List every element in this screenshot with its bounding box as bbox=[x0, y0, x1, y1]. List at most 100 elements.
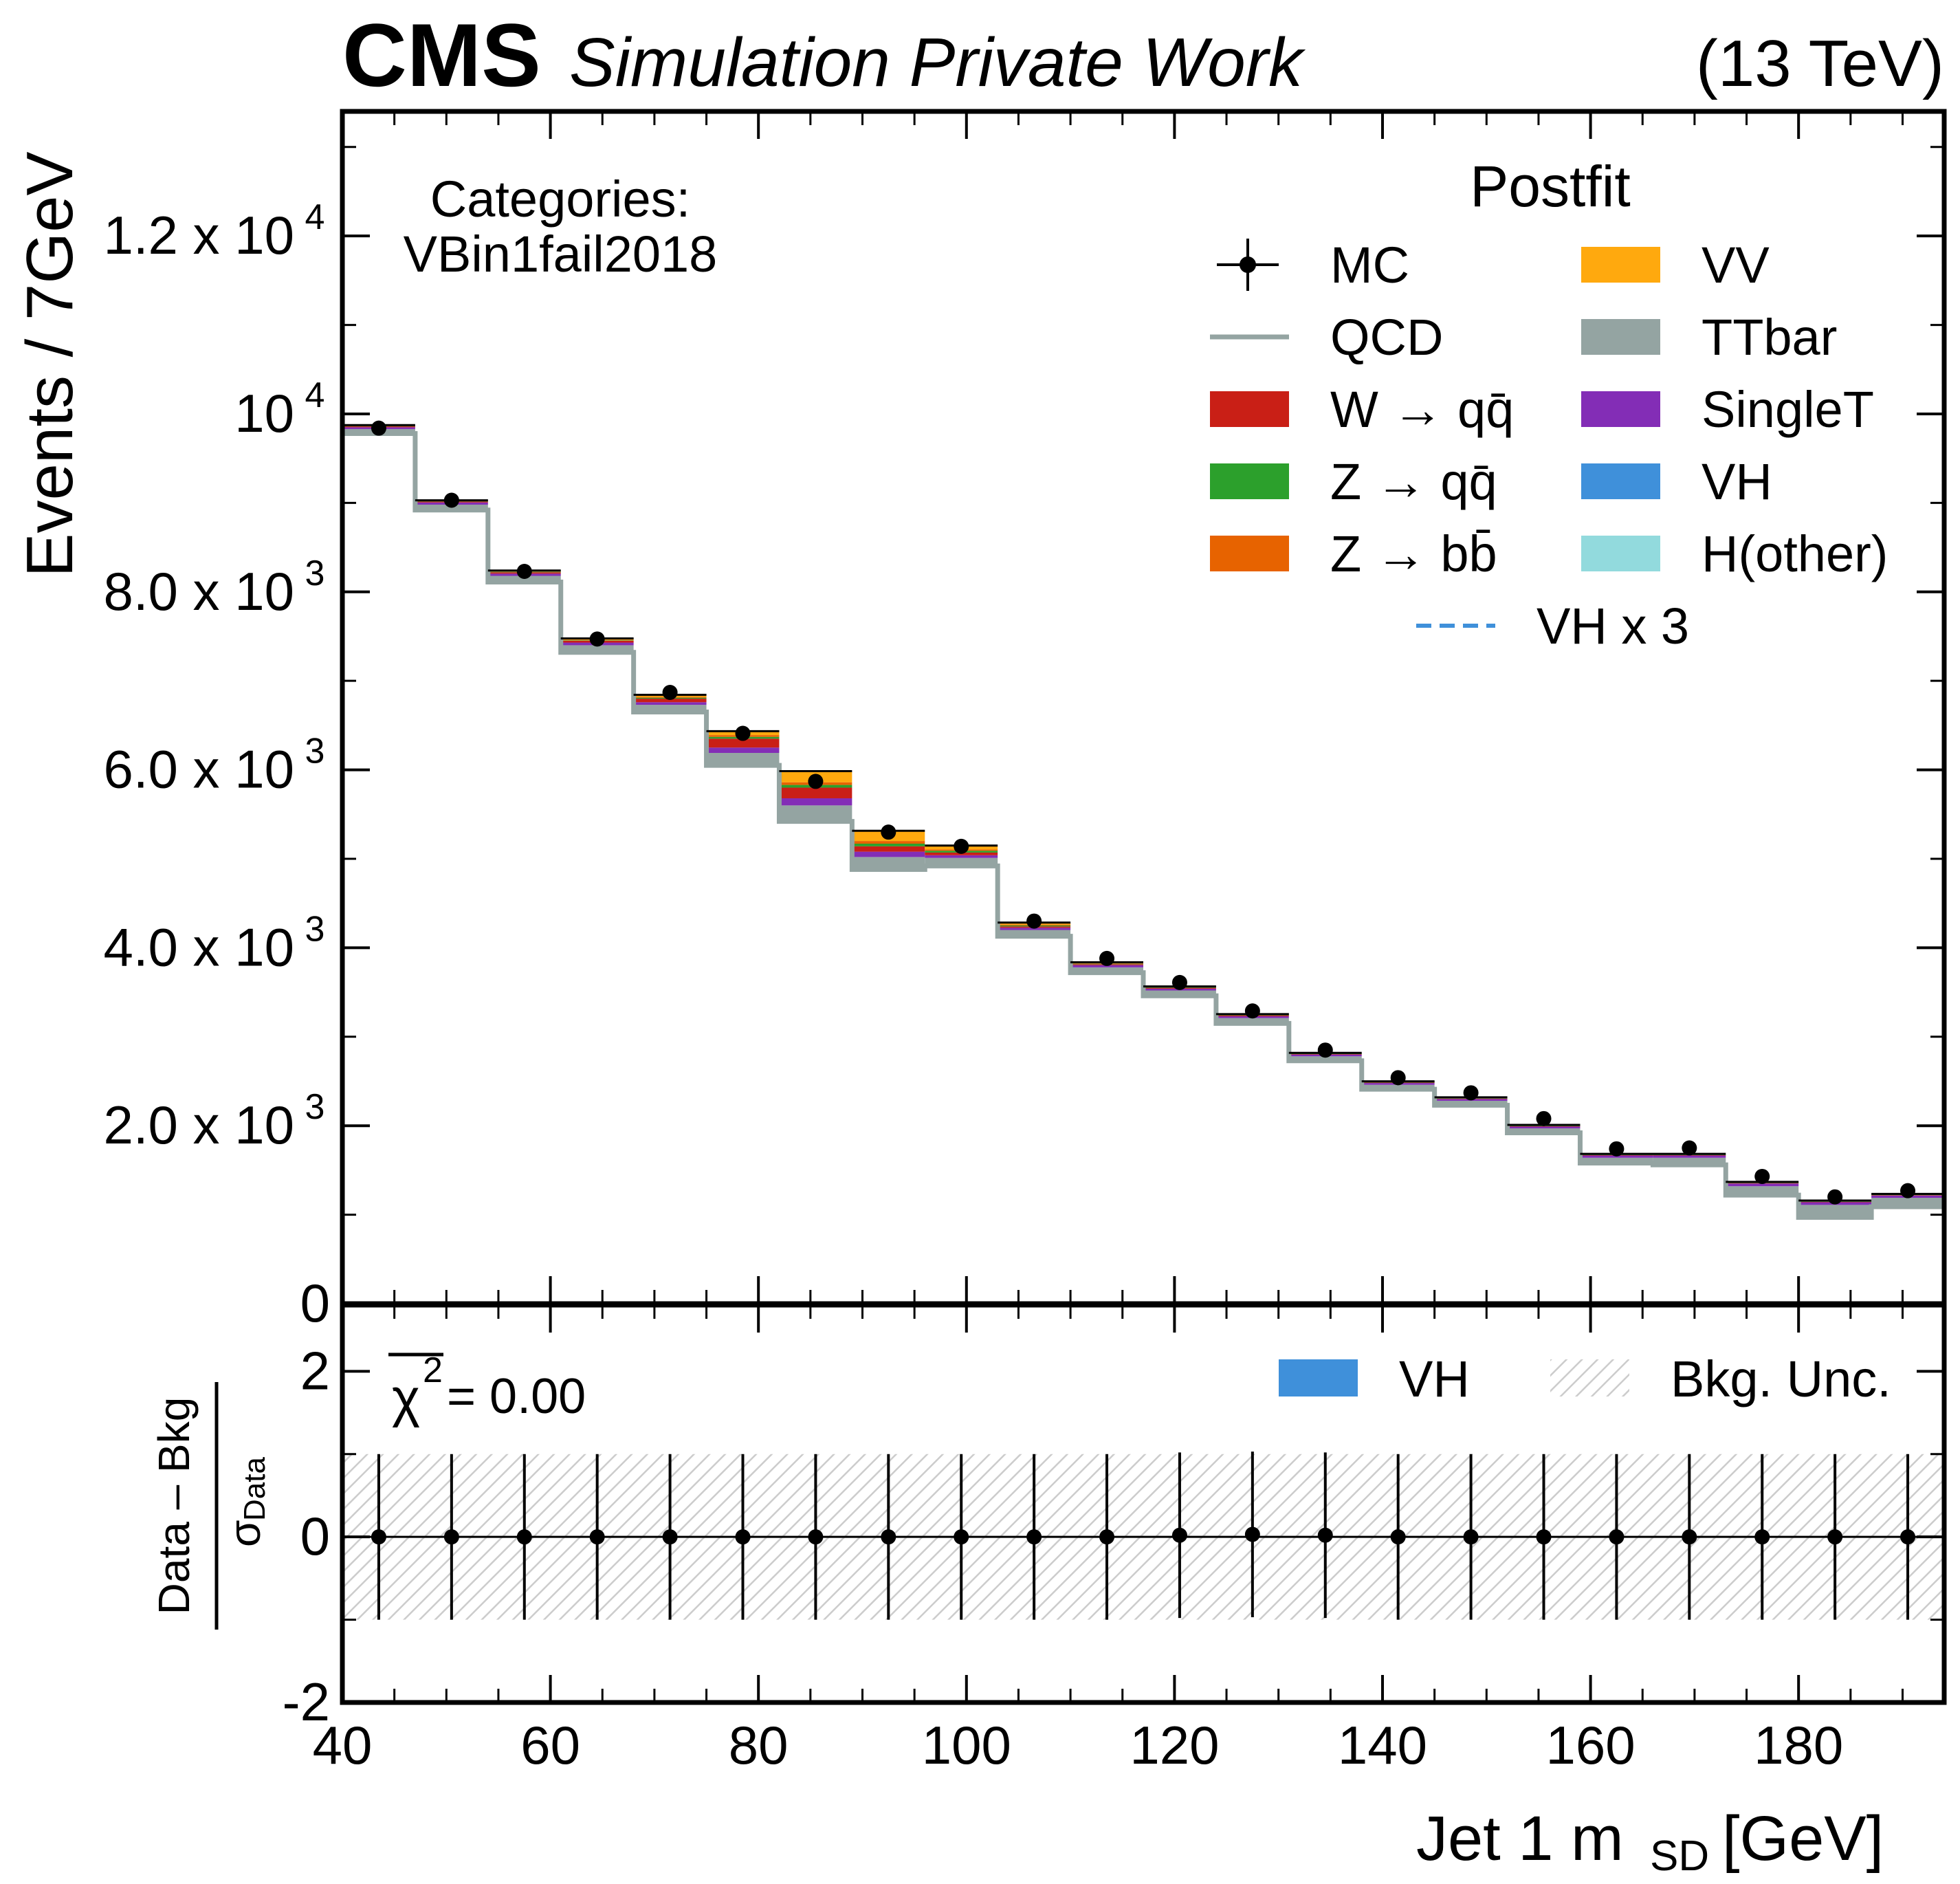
bar-qcd-13 bbox=[1289, 1061, 1362, 1304]
legend-vh-label: VH bbox=[1702, 453, 1772, 510]
legend-singlet-label: SingleT bbox=[1702, 381, 1874, 438]
bar-qcd-15 bbox=[1435, 1105, 1508, 1304]
main-axes: 0 2.0 x 10 3 4.0 x 10 3 6.0 x 10 3 8.0 x 10 3 10 4… bbox=[103, 111, 1944, 1333]
legend-z-bb--label: Z → bb̄ bbox=[1330, 525, 1497, 582]
bar-ttbar-9 bbox=[998, 930, 1071, 936]
bar-singlet-19 bbox=[1726, 1183, 1799, 1187]
legend: Postfit MC QCD W → qq̄ Z → qq̄ Z → bb̄ VV TTba… bbox=[1210, 154, 1888, 655]
mc-point-13 bbox=[1317, 1042, 1333, 1058]
bar-ttbar-12 bbox=[1215, 1018, 1289, 1024]
legend-ttbar-label: TTbar bbox=[1702, 309, 1837, 366]
mc-point-1 bbox=[443, 492, 459, 508]
ratio-ytick-label-1: 0 bbox=[300, 1506, 330, 1566]
xtick-label-2: 80 bbox=[729, 1715, 789, 1775]
mc-point-19 bbox=[1754, 1168, 1770, 1184]
mc-point-3 bbox=[589, 631, 605, 647]
bar-ttbar-18 bbox=[1653, 1157, 1726, 1165]
bar-wqq-5 bbox=[706, 738, 780, 748]
xtick-label-1: 60 bbox=[520, 1715, 580, 1775]
main-ytick-label-0: 0 bbox=[300, 1273, 330, 1333]
bar-wqq-4 bbox=[633, 699, 707, 703]
bar-qcd-7 bbox=[852, 870, 925, 1304]
bar-qcd-0 bbox=[342, 433, 415, 1304]
ratio-legend-vh-patch bbox=[1279, 1359, 1358, 1396]
ratio-ylabel-subscript: Data bbox=[238, 1457, 272, 1521]
pull-point-13 bbox=[1317, 1527, 1333, 1543]
ratio-frame bbox=[340, 1302, 1947, 1705]
main-ytick-exp-6: 4 bbox=[305, 197, 325, 237]
bar-qcd-10 bbox=[1070, 973, 1143, 1304]
pull-point-8 bbox=[954, 1529, 969, 1545]
mc-point-8 bbox=[954, 838, 969, 854]
chi2-superscript: 2 bbox=[423, 1350, 443, 1390]
legend-mc-label: MC bbox=[1330, 237, 1409, 294]
bar-singlet-16 bbox=[1507, 1126, 1581, 1129]
bar-qcd-11 bbox=[1143, 996, 1216, 1304]
legend-h-other--patch bbox=[1581, 536, 1660, 571]
bar-singlet-18 bbox=[1653, 1155, 1726, 1158]
legend-z-bb--patch bbox=[1210, 536, 1289, 571]
legend-vh-x-3-label: VH x 3 bbox=[1537, 598, 1689, 655]
xtick-label-4: 120 bbox=[1130, 1715, 1219, 1775]
pull-point-17 bbox=[1609, 1529, 1625, 1545]
ratio-y-axis-label: Data – Bkg σ Data bbox=[149, 1382, 272, 1630]
bar-qcd-8 bbox=[925, 866, 998, 1304]
bar-wqq-7 bbox=[852, 846, 925, 852]
mc-point-10 bbox=[1099, 950, 1115, 966]
x-axis-label-main: Jet 1 m bbox=[1416, 1804, 1624, 1874]
xtick-label-3: 100 bbox=[922, 1715, 1011, 1775]
bar-singlet-7 bbox=[852, 851, 925, 857]
main-ytick-label-1: 2.0 x 10 bbox=[103, 1095, 294, 1155]
bar-qcd-6 bbox=[779, 822, 852, 1304]
mc-point-12 bbox=[1244, 1003, 1260, 1019]
bar-singlet-5 bbox=[706, 747, 780, 753]
bar-singlet-4 bbox=[633, 702, 707, 705]
main-ytick-label-3: 6.0 x 10 bbox=[103, 739, 294, 800]
mc-point-20 bbox=[1827, 1189, 1843, 1205]
bar-qcd-19 bbox=[1726, 1195, 1798, 1304]
qcd-step-line bbox=[342, 430, 1944, 1220]
ratio-legend-bkg-unc--label: Bkg. Unc. bbox=[1671, 1350, 1891, 1407]
bar-qcd-14 bbox=[1362, 1089, 1435, 1304]
bar-qcd-2 bbox=[488, 582, 561, 1304]
mc-point-14 bbox=[1390, 1070, 1406, 1086]
main-ytick-exp-4: 3 bbox=[305, 554, 325, 593]
bar-qcd-4 bbox=[634, 712, 707, 1304]
main-ytick-label-5: 10 bbox=[234, 383, 294, 443]
bar-zbb-7 bbox=[852, 841, 925, 844]
bar-qcd-5 bbox=[707, 765, 780, 1304]
bar-qcd-16 bbox=[1508, 1133, 1581, 1304]
main-ytick-exp-2: 3 bbox=[305, 909, 325, 949]
ratio-legend-vh-label: VH bbox=[1399, 1350, 1470, 1407]
legend-w-qq--patch bbox=[1210, 391, 1289, 427]
main-ytick-exp-3: 3 bbox=[305, 732, 325, 771]
x-axis-label: Jet 1 m SD [GeV] bbox=[1416, 1804, 1884, 1880]
bar-ttbar-5 bbox=[706, 752, 780, 766]
mc-point-17 bbox=[1609, 1141, 1625, 1157]
legend-mc-marker bbox=[1240, 256, 1256, 273]
mc-point-0 bbox=[371, 420, 386, 436]
bar-ttbar-20 bbox=[1798, 1205, 1872, 1218]
bar-singlet-9 bbox=[998, 928, 1071, 930]
category-name: VBin1fail2018 bbox=[404, 226, 718, 283]
bar-qcd-18 bbox=[1653, 1165, 1726, 1304]
main-plot-area bbox=[342, 420, 1944, 1304]
chi2-label: χ 2 = 0.00 bbox=[388, 1350, 586, 1428]
mc-point-18 bbox=[1682, 1140, 1697, 1156]
pull-point-18 bbox=[1682, 1529, 1697, 1545]
ratio-ytick-label-0: -2 bbox=[283, 1672, 330, 1732]
bar-singlet-17 bbox=[1580, 1155, 1653, 1158]
xtick-label-0: 40 bbox=[313, 1715, 373, 1775]
bar-ttbar-10 bbox=[1070, 967, 1143, 973]
ratio-legend-bkg-unc--patch bbox=[1550, 1359, 1629, 1396]
legend-vv-label: VV bbox=[1702, 237, 1770, 294]
pull-point-12 bbox=[1244, 1526, 1260, 1542]
main-ytick-label-2: 4.0 x 10 bbox=[103, 917, 294, 977]
bar-ttbar-17 bbox=[1580, 1157, 1653, 1163]
pull-point-20 bbox=[1827, 1529, 1843, 1545]
mc-point-7 bbox=[881, 824, 896, 840]
ratio-ylabel-denominator: σ bbox=[220, 1520, 269, 1548]
pull-point-1 bbox=[443, 1529, 459, 1545]
pull-point-4 bbox=[662, 1529, 678, 1545]
